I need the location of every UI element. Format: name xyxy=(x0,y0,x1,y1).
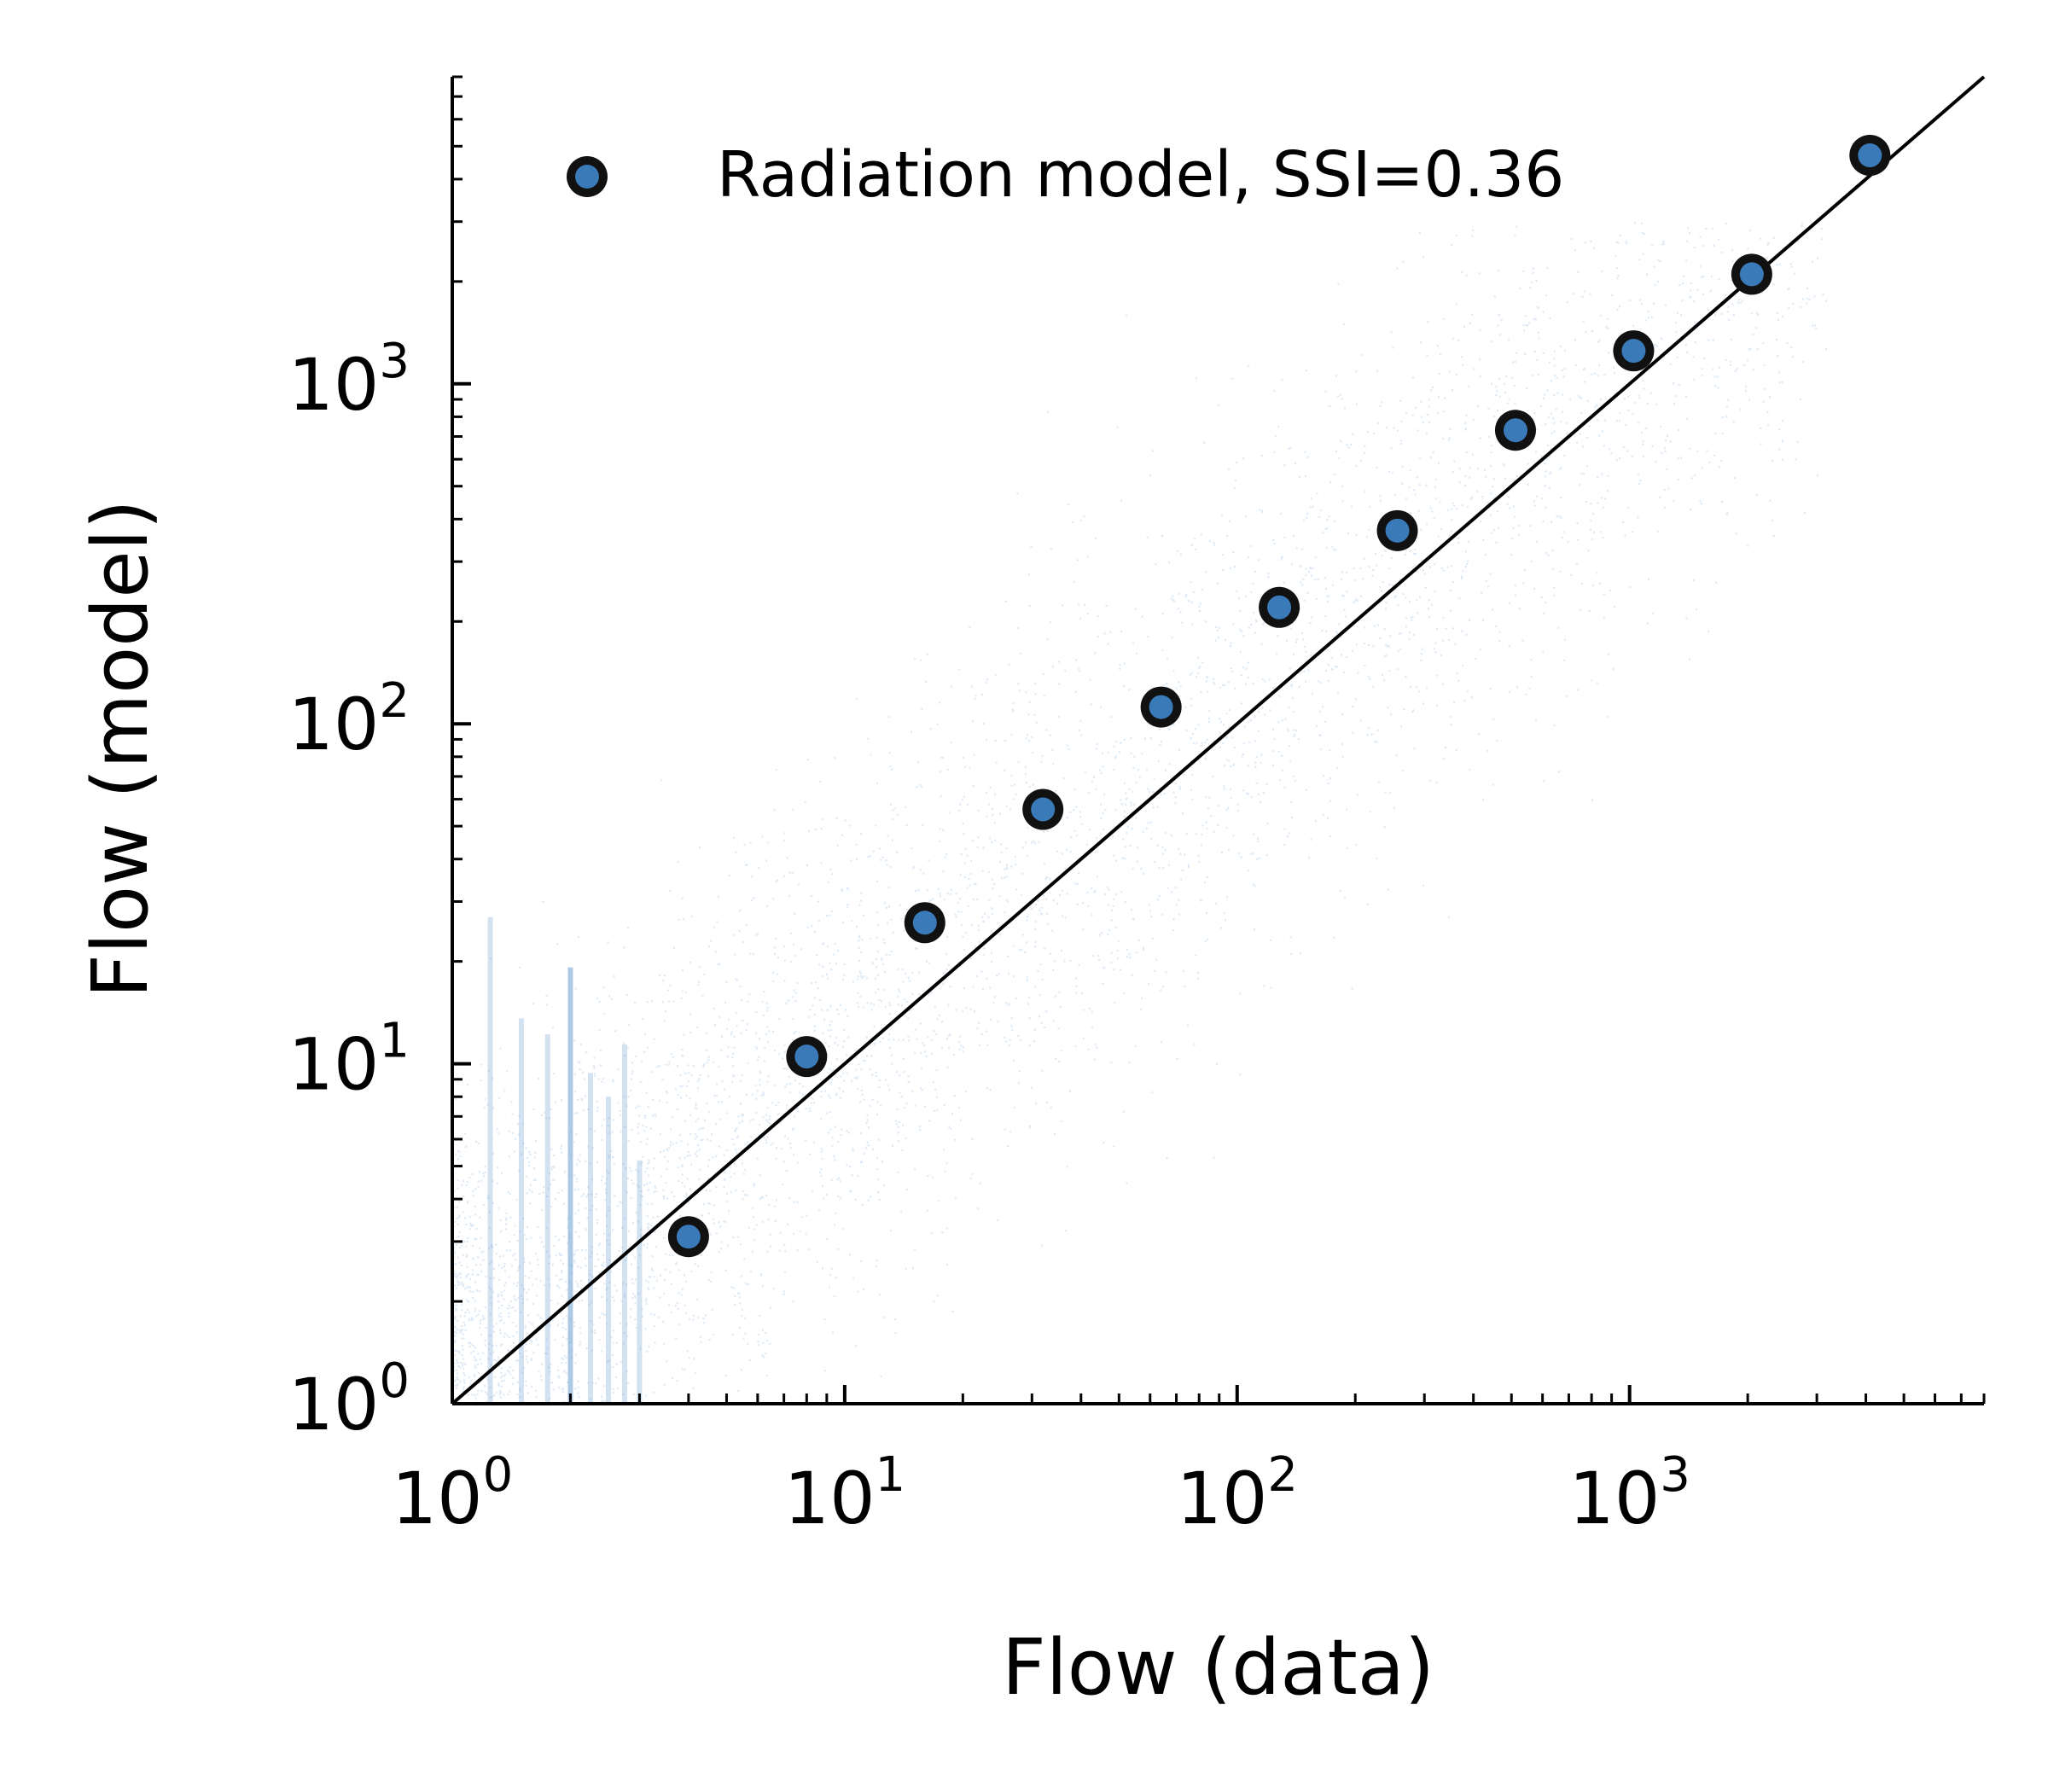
data-point-fill xyxy=(1621,339,1646,364)
axis-labels: Flow (data) Flow (model) xyxy=(76,499,1434,1713)
legend-marker-fill xyxy=(575,165,599,189)
data-point-fill xyxy=(1739,262,1764,287)
x-tick-label: 102 xyxy=(1177,1447,1299,1540)
data-point xyxy=(904,902,945,944)
x-axis-label: Flow (data) xyxy=(1002,1623,1434,1713)
axes: 100 101 102 103 100 101 102 103 xyxy=(288,75,1986,1540)
data-point-fill xyxy=(1503,418,1527,443)
data-point xyxy=(1613,330,1655,372)
binned-points xyxy=(667,135,1891,1258)
data-point xyxy=(1022,788,1064,830)
data-point-fill xyxy=(1031,797,1056,822)
cloud-stripe xyxy=(606,1097,612,1404)
cloud-points xyxy=(452,222,1828,1406)
reference-line-layer xyxy=(451,75,1986,1405)
y-tick-label: 102 xyxy=(288,673,410,766)
data-point-fill xyxy=(1858,143,1882,168)
legend: Radiation model, SSI=0.36 xyxy=(567,138,1564,212)
data-point-fill xyxy=(912,911,937,935)
x-tick-label: 103 xyxy=(1568,1447,1690,1540)
cloud-stripe xyxy=(587,1073,593,1404)
y-axis-label: Flow (model) xyxy=(76,499,166,998)
data-point xyxy=(1731,253,1772,295)
data-point xyxy=(1259,586,1300,628)
data-point-fill xyxy=(676,1225,701,1249)
y-tick-label: 100 xyxy=(288,1353,410,1446)
data-point xyxy=(786,1036,828,1078)
data-point-fill xyxy=(794,1044,819,1069)
background-cloud xyxy=(452,222,1828,1406)
legend-label: Radiation model, SSI=0.36 xyxy=(717,138,1564,212)
data-point xyxy=(1494,410,1536,451)
data-point xyxy=(1849,135,1891,177)
x-tick-label: 100 xyxy=(392,1447,514,1540)
reference-line xyxy=(451,75,1986,1405)
cloud-stripe xyxy=(637,1160,643,1404)
cloud-stripe xyxy=(622,1044,628,1404)
data-point-fill xyxy=(1267,595,1292,620)
data-point xyxy=(667,1216,709,1258)
data-point-fill xyxy=(1149,695,1173,719)
y-tick-label: 103 xyxy=(288,334,410,427)
cloud-stripe xyxy=(544,1034,550,1404)
cloud-stripe xyxy=(567,967,573,1404)
data-point-fill xyxy=(1385,518,1410,543)
data-point xyxy=(1140,686,1182,728)
x-tick-label: 101 xyxy=(784,1447,906,1540)
data-point xyxy=(1376,509,1418,551)
cloud-stripe xyxy=(518,1018,524,1404)
cloud-stripe xyxy=(487,916,493,1404)
y-tick-label: 101 xyxy=(288,1014,410,1107)
